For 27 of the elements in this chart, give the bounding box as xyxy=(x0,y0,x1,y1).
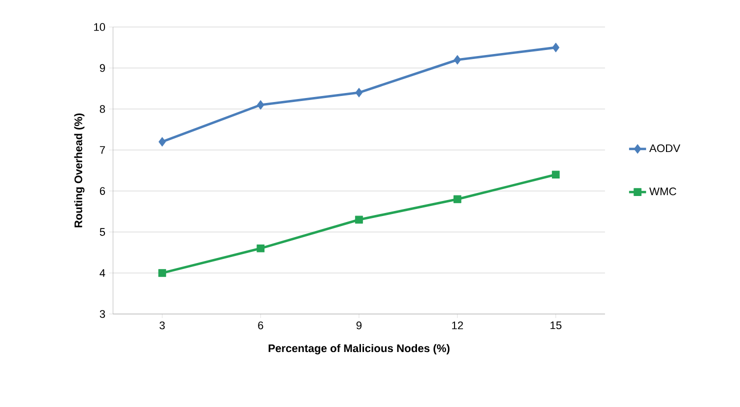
x-axis-title: Percentage of Malicious Nodes (%) xyxy=(268,344,450,354)
legend-label: WMC xyxy=(649,188,676,196)
x-tick-label: 6 xyxy=(258,322,264,330)
y-tick-label: 7 xyxy=(100,146,105,154)
point xyxy=(454,195,462,204)
point xyxy=(355,88,363,98)
x-tick-label: 3 xyxy=(160,322,165,330)
point xyxy=(552,170,560,178)
point xyxy=(552,42,560,52)
y-tick-label: 8 xyxy=(100,105,105,113)
x-tick-label: 15 xyxy=(550,322,562,330)
y-axis-title: Routing Overhead (%) xyxy=(74,114,84,228)
x-tick-label: 9 xyxy=(356,322,362,330)
point xyxy=(257,100,264,110)
y-tick-label: 9 xyxy=(100,64,105,72)
y-tick-label: 4 xyxy=(100,269,106,277)
y-tick-label: 10 xyxy=(94,23,106,31)
point xyxy=(355,216,363,224)
y-tick-label: 6 xyxy=(100,187,105,195)
y-tick-label: 5 xyxy=(100,228,106,236)
legend-label: AODV xyxy=(649,144,680,152)
point xyxy=(158,269,166,277)
y-tick-label: 3 xyxy=(100,310,105,318)
x-tick-label: 12 xyxy=(452,322,463,330)
point xyxy=(454,55,462,64)
point xyxy=(256,244,265,252)
point xyxy=(158,137,166,146)
